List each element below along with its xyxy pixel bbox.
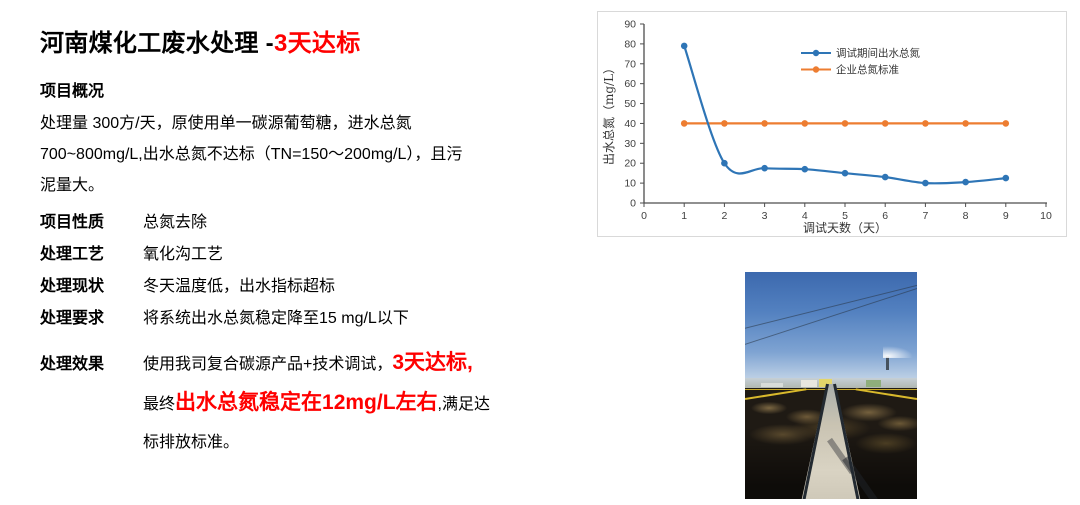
y-tick-label: 90 xyxy=(624,19,636,31)
y-tick-label: 30 xyxy=(624,138,636,150)
effect-text: 使用我司复合碳源产品+技术调试， xyxy=(143,356,393,373)
data-point xyxy=(841,120,849,127)
data-point xyxy=(761,164,768,172)
y-tick-label: 60 xyxy=(624,78,636,90)
photo-smoke-plume xyxy=(883,346,913,358)
photo-sky xyxy=(745,272,917,386)
y-tick-label: 0 xyxy=(630,198,636,210)
y-tick-label: 80 xyxy=(624,38,636,50)
data-point xyxy=(881,120,889,127)
overview-line: 700~800mg/L,出水总氮不达标（TN=150～200mg/L），且污 xyxy=(40,146,463,163)
x-tick-label: 8 xyxy=(963,210,969,222)
item-value-effect: 使用我司复合碳源产品+技术调试，3天达标, 最终出水总氮稳定在12mg/L左右,… xyxy=(143,344,490,462)
photo-building xyxy=(866,380,881,387)
data-point xyxy=(721,159,728,167)
effect-highlight-result: 出水总氮稳定在12mg/L左右 xyxy=(175,391,438,414)
effluent-tn-line-chart: 0 10 20 30 40 50 60 70 80 90 0 1 2 3 4 5 6 7 8 9 10 调试天数（天） 出水… xyxy=(597,11,1067,237)
list-item-requirement: 处理要求 将系统出水总氮稳定降至15 mg/L以下 xyxy=(40,303,600,335)
data-point xyxy=(801,165,809,173)
section-heading-overview: 项目概况 xyxy=(40,83,105,100)
x-tick-label: 5 xyxy=(842,210,848,222)
item-label: 处理现状 xyxy=(40,278,105,295)
y-tick-label: 10 xyxy=(624,178,636,190)
item-value: 冬天温度低，出水指标超标 xyxy=(143,278,336,295)
overview-line: 泥量大。 xyxy=(40,177,105,194)
item-value: 总氮去除 xyxy=(143,214,208,231)
effect-line-2: 最终出水总氮稳定在12mg/L左右,满足达 xyxy=(143,384,490,424)
x-tick-label: 9 xyxy=(1003,210,1009,222)
x-tick-label: 4 xyxy=(802,210,808,222)
legend-label: 企业总氮标准 xyxy=(836,63,899,76)
y-tick-label: 70 xyxy=(624,58,636,70)
data-point xyxy=(922,120,929,127)
item-label: 处理效果 xyxy=(40,356,105,373)
x-tick-label: 1 xyxy=(681,210,687,222)
x-tick-label: 10 xyxy=(1040,210,1052,222)
chart-svg: 0 10 20 30 40 50 60 70 80 90 0 1 2 3 4 5 6 7 8 9 10 调试天数（天） 出水… xyxy=(601,19,1052,236)
legend-label: 调试期间出水总氮 xyxy=(836,47,920,60)
y-axis-title: 出水总氮（mg/L） xyxy=(601,62,616,165)
page-title-text: 河南煤化工废水处理 - xyxy=(40,30,274,57)
item-label: 项目性质 xyxy=(40,214,105,231)
effect-text: ,满足达 xyxy=(437,396,490,413)
effect-line-3: 标排放标准。 xyxy=(143,434,240,451)
effect-highlight-days: 3天达标, xyxy=(392,351,473,374)
data-point xyxy=(680,120,688,127)
page-title: 河南煤化工废水处理 -3天达标 xyxy=(40,28,600,60)
y-tick-label: 50 xyxy=(624,98,636,110)
item-label: 处理要求 xyxy=(40,310,105,327)
x-tick-label: 0 xyxy=(641,210,647,222)
photo-building xyxy=(819,379,832,387)
data-point xyxy=(881,173,889,181)
photo-horizon-buildings xyxy=(745,378,917,389)
item-label: 处理工艺 xyxy=(40,246,105,263)
x-tick-label: 7 xyxy=(922,210,928,222)
x-tick-label: 3 xyxy=(762,210,768,222)
list-item-process: 处理工艺 氧化沟工艺 xyxy=(40,239,600,271)
effect-line-1: 使用我司复合碳源产品+技术调试，3天达标, xyxy=(143,344,490,384)
legend-marker-dot xyxy=(812,66,820,73)
data-point xyxy=(962,120,969,127)
photo-building xyxy=(801,380,817,387)
item-value: 将系统出水总氮稳定降至15 mg/L以下 xyxy=(143,310,409,327)
data-point xyxy=(1002,120,1010,127)
x-tick-label: 2 xyxy=(721,210,727,222)
photo-building xyxy=(761,383,783,387)
legend-marker-dot xyxy=(812,49,820,57)
project-detail-list: 项目性质 总氮去除 处理工艺 氧化沟工艺 处理现状 冬天温度低，出水指标超标 处… xyxy=(40,207,600,462)
data-point xyxy=(801,120,809,127)
list-item-effect: 处理效果 使用我司复合碳源产品+技术调试，3天达标, 最终出水总氮稳定在12mg… xyxy=(40,344,600,462)
item-value: 氧化沟工艺 xyxy=(143,246,224,263)
overview-paragraph: 处理量 300方/天，原使用单一碳源葡萄糖，进水总氮 700~800mg/L,出… xyxy=(40,108,600,201)
page-title-highlight: 3天达标 xyxy=(273,30,361,57)
site-photo-oxidation-ditch xyxy=(745,272,917,499)
list-item-nature: 项目性质 总氮去除 xyxy=(40,207,600,239)
data-point xyxy=(1002,174,1010,182)
data-point xyxy=(841,169,849,177)
data-point xyxy=(922,179,929,187)
photo-powerline xyxy=(745,278,917,335)
x-axis-title: 调试天数（天） xyxy=(803,220,887,235)
data-point xyxy=(761,120,768,127)
data-point xyxy=(962,178,969,186)
data-point xyxy=(721,120,728,127)
data-point xyxy=(680,42,688,50)
y-tick-label: 20 xyxy=(624,158,636,170)
list-item-status: 处理现状 冬天温度低，出水指标超标 xyxy=(40,271,600,303)
case-study-panel: 河南煤化工废水处理 -3天达标 项目概况 处理量 300方/天，原使用单一碳源葡… xyxy=(40,28,600,462)
photo-smokestack xyxy=(886,356,889,370)
overview-line: 处理量 300方/天，原使用单一碳源葡萄糖，进水总氮 xyxy=(40,115,412,132)
x-tick-label: 6 xyxy=(882,210,888,222)
effect-text: 最终 xyxy=(143,396,176,413)
y-tick-label: 40 xyxy=(624,118,636,130)
